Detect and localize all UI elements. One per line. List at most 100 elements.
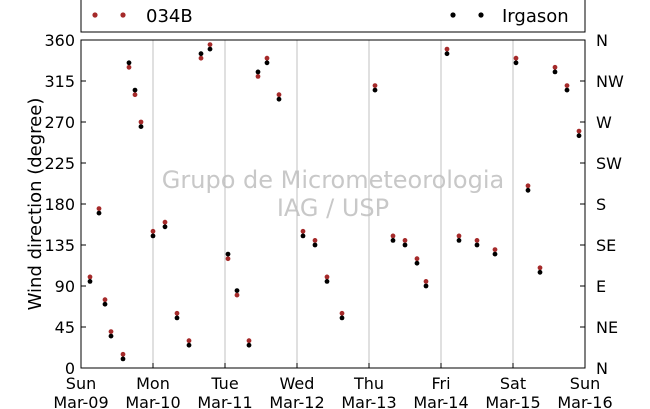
data-point-irgason: [474, 242, 480, 248]
right-tick-label: W: [596, 113, 612, 132]
right-tick-label: NW: [596, 72, 624, 91]
right-tick-label: E: [596, 277, 606, 296]
x-tick-day: Wed: [280, 374, 315, 393]
data-point-irgason: [564, 87, 570, 93]
legend-marker-1b: [478, 12, 484, 18]
data-point-034b: [276, 92, 282, 98]
data-points: [87, 42, 582, 362]
data-point-irgason: [312, 242, 318, 248]
y-tick-label: 270: [44, 113, 75, 132]
x-tick-day: Tue: [210, 374, 238, 393]
data-point-034b: [126, 64, 132, 70]
right-tick-label: SW: [596, 154, 622, 173]
data-point-irgason: [132, 87, 138, 93]
data-point-034b: [225, 256, 231, 262]
x-tick-day: Sun: [570, 374, 600, 393]
data-point-irgason: [174, 315, 180, 321]
data-point-irgason: [150, 233, 156, 239]
data-point-034b: [339, 310, 345, 316]
legend-label-1: Irgason: [502, 6, 569, 27]
axes: SunMar-09MonMar-10TueMar-11WedMar-12ThuM…: [44, 31, 624, 409]
x-tick-day: Sun: [66, 374, 96, 393]
legend-marker-0: [92, 12, 98, 18]
data-point-irgason: [492, 251, 498, 257]
watermark-line-1: Grupo de Micrometeorologia: [162, 166, 504, 194]
data-point-034b: [87, 274, 93, 280]
data-point-irgason: [372, 87, 378, 93]
data-point-034b: [576, 128, 582, 134]
data-point-034b: [132, 92, 138, 98]
x-tick-date: Mar-14: [413, 393, 468, 409]
data-point-034b: [174, 310, 180, 316]
right-tick-label: N: [596, 359, 608, 378]
data-point-034b: [390, 233, 396, 239]
data-point-034b: [150, 228, 156, 234]
data-point-irgason: [198, 51, 204, 57]
data-point-034b: [474, 238, 480, 243]
x-tick-date: Mar-15: [485, 393, 540, 409]
data-point-034b: [198, 55, 204, 61]
legend-marker-1: [450, 12, 456, 18]
x-tick-day: Fri: [431, 374, 450, 393]
data-point-irgason: [552, 69, 558, 75]
data-point-irgason: [414, 260, 420, 266]
data-point-034b: [423, 279, 429, 284]
data-point-irgason: [120, 356, 126, 362]
data-point-irgason: [255, 69, 261, 75]
watermark-line-2: IAG / USP: [277, 194, 389, 222]
legend-box: [80, 0, 586, 33]
data-point-irgason: [525, 187, 531, 193]
data-point-irgason: [225, 251, 231, 257]
data-point-034b: [444, 46, 450, 52]
y-axis-label: Wind direction (degree): [25, 98, 46, 311]
data-point-irgason: [207, 46, 213, 52]
data-point-034b: [525, 183, 531, 189]
data-point-034b: [96, 206, 102, 212]
data-point-irgason: [108, 333, 114, 339]
data-point-irgason: [264, 60, 270, 66]
data-point-irgason: [300, 233, 306, 239]
data-point-034b: [120, 351, 126, 357]
data-point-irgason: [234, 288, 240, 293]
data-point-034b: [186, 338, 192, 344]
x-tick-date: Mar-13: [341, 393, 396, 409]
data-point-034b: [414, 256, 420, 262]
x-tick-day: Sat: [500, 374, 526, 393]
data-point-irgason: [126, 60, 132, 66]
data-point-irgason: [162, 224, 168, 230]
data-point-034b: [264, 55, 270, 61]
data-point-034b: [255, 74, 261, 79]
x-tick-date: Mar-11: [197, 393, 252, 409]
x-tick-day: Mon: [136, 374, 170, 393]
data-point-irgason: [444, 51, 450, 57]
data-point-irgason: [402, 242, 408, 248]
data-point-034b: [138, 119, 144, 125]
data-point-irgason: [576, 133, 582, 139]
data-point-034b: [372, 83, 378, 88]
data-point-irgason: [246, 342, 252, 348]
y-tick-label: 45: [55, 318, 75, 337]
right-tick-label: N: [596, 31, 608, 50]
data-point-034b: [108, 329, 114, 334]
y-tick-label: 180: [44, 195, 75, 214]
y-tick-label: 90: [55, 277, 75, 296]
data-point-irgason: [102, 301, 108, 307]
data-point-034b: [564, 83, 570, 88]
x-tick-day: Thu: [353, 374, 384, 393]
data-point-irgason: [537, 269, 543, 275]
data-point-irgason: [339, 315, 345, 321]
data-point-irgason: [96, 210, 102, 216]
right-tick-label: SE: [596, 236, 616, 255]
data-point-irgason: [138, 124, 144, 129]
data-point-irgason: [87, 279, 93, 284]
data-point-irgason: [456, 238, 462, 243]
y-tick-label: 360: [44, 31, 75, 50]
data-point-034b: [513, 55, 519, 61]
legend-series-0: 034B: [92, 6, 193, 27]
y-tick-label: 315: [44, 72, 75, 91]
x-tick-date: Mar-16: [557, 393, 612, 409]
data-point-034b: [162, 219, 168, 225]
data-point-034b: [402, 238, 408, 243]
x-tick-date: Mar-12: [269, 393, 324, 409]
